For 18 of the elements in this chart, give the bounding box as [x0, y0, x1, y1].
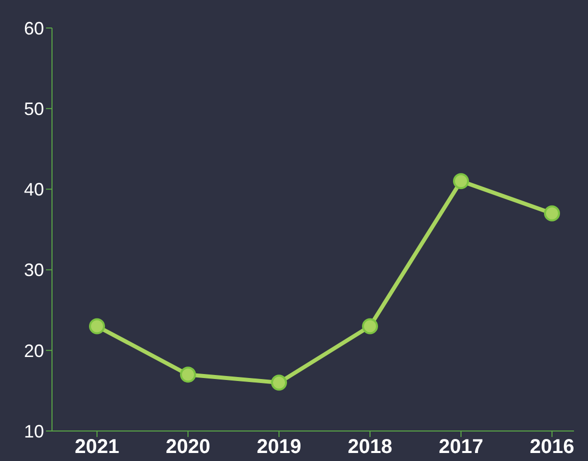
x-tick-label: 2017 — [438, 436, 484, 458]
y-tick-label: 40 — [24, 180, 44, 200]
y-tick-label: 20 — [24, 340, 44, 361]
y-tick-label: 50 — [24, 98, 44, 119]
point — [544, 205, 560, 222]
x-tick-label: 2020 — [166, 436, 210, 458]
point — [362, 318, 378, 334]
y-tick-label: 30 — [24, 260, 44, 280]
point — [89, 318, 105, 334]
x-tick-label: 2021 — [74, 436, 120, 458]
y-tick-label: 10 — [24, 421, 44, 442]
point — [271, 374, 287, 391]
y-tick-label: 60 — [24, 18, 44, 38]
x-tick-label: 2016 — [530, 436, 574, 458]
x-tick-label: 2018 — [348, 436, 392, 458]
point — [180, 366, 196, 383]
x-tick-label: 2019 — [256, 436, 302, 458]
point — [453, 173, 469, 190]
